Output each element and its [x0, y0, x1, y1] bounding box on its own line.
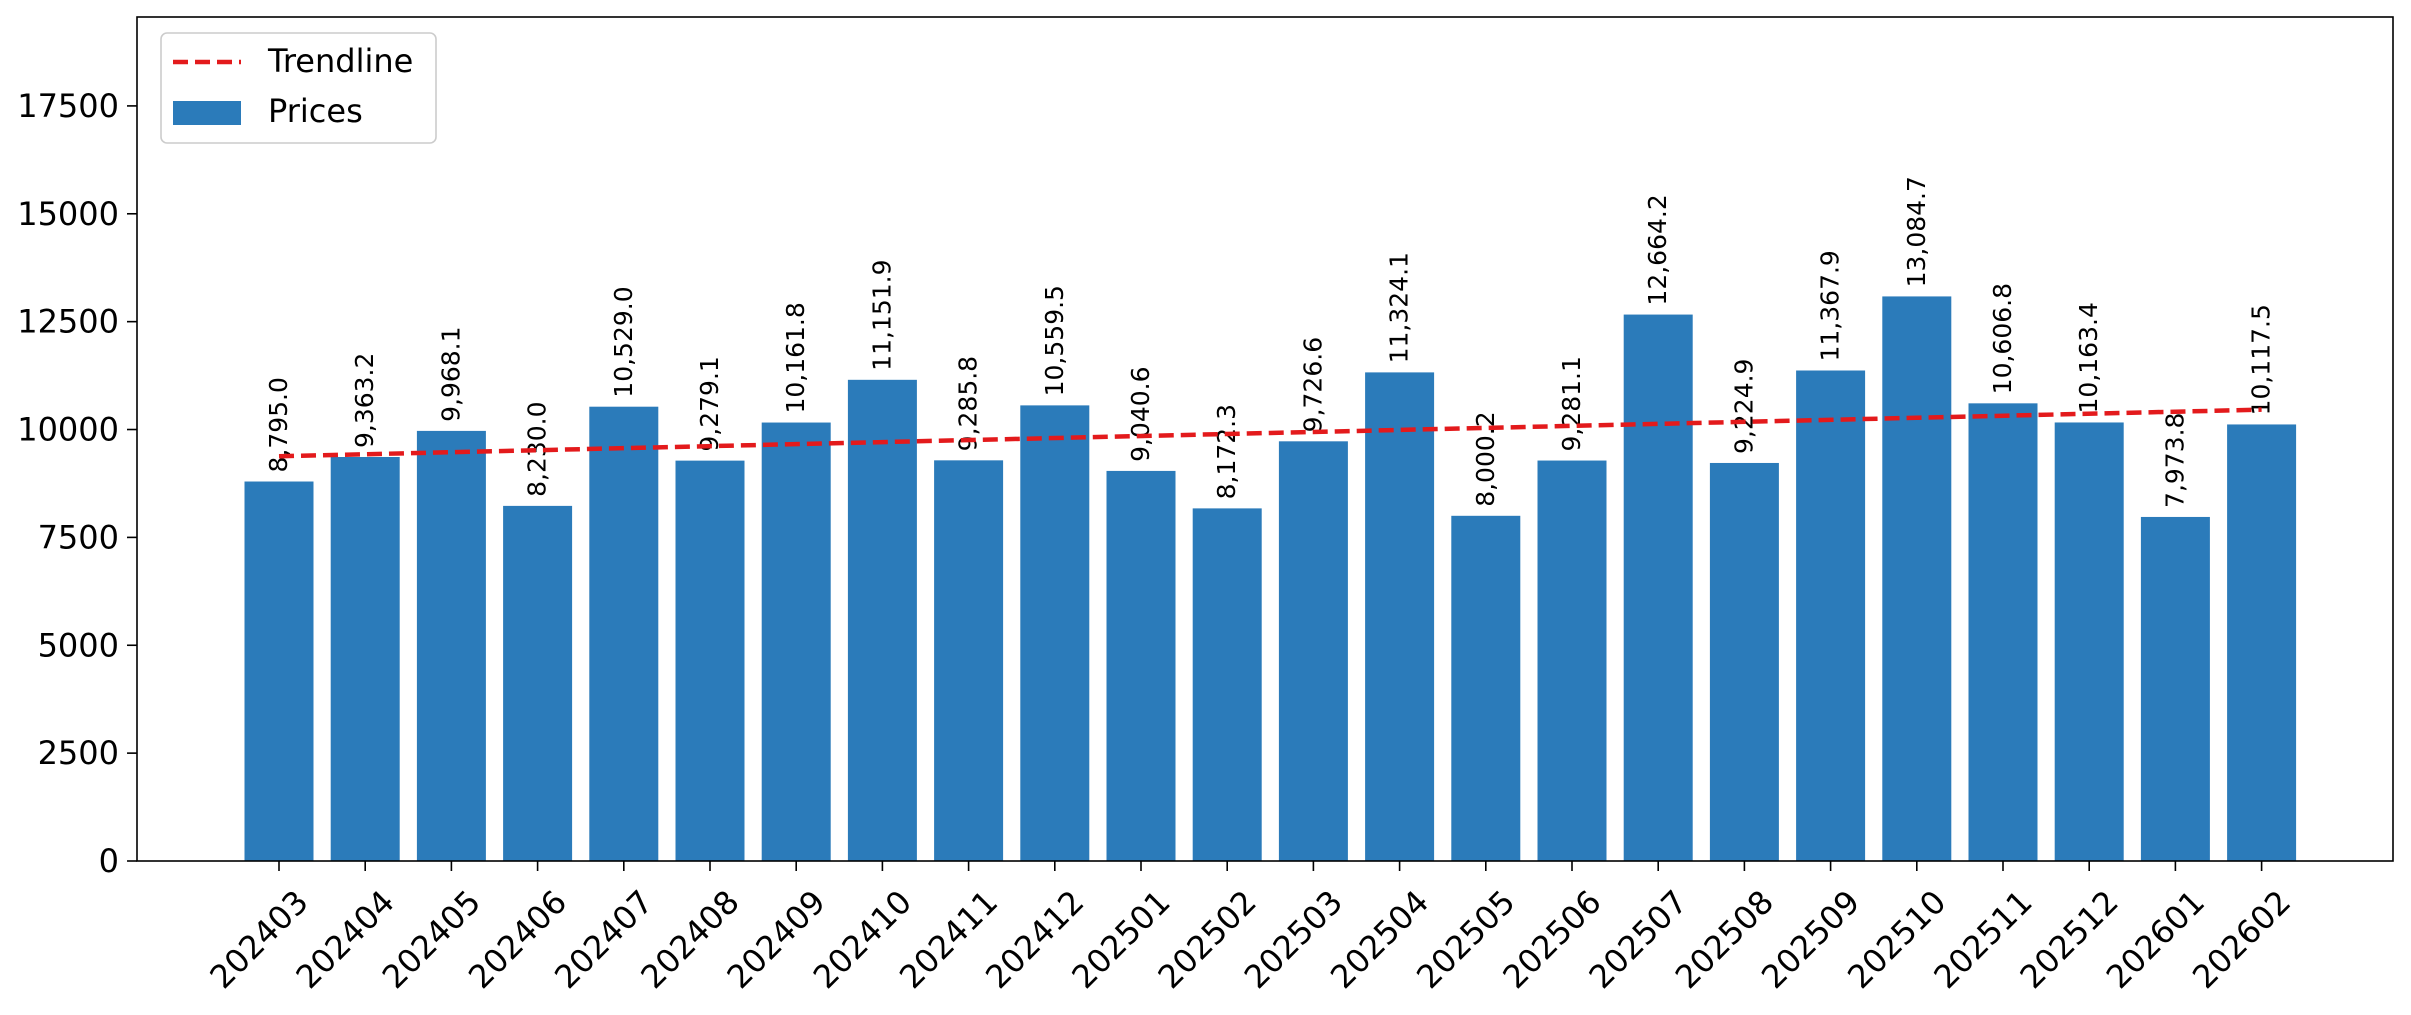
bar-202412	[1020, 405, 1090, 861]
y-tick-label: 15000	[17, 195, 119, 233]
bar-202405	[416, 430, 486, 861]
trendline	[278, 407, 2262, 459]
bar-value-label: 11,324.1	[1385, 252, 1414, 363]
y-tick-label: 5000	[38, 626, 119, 664]
bar-value-label: 7,973.8	[2160, 413, 2189, 508]
y-tick-label: 10000	[17, 411, 119, 449]
legend-prices-swatch	[173, 101, 241, 125]
legend-prices-label: Prices	[268, 92, 363, 130]
bar-value-label: 10,606.8	[1988, 283, 2017, 394]
bar-202501	[1106, 470, 1176, 861]
bar-202411	[934, 460, 1004, 861]
x-axis: 2024032024042024052024062024072024082024…	[202, 861, 2298, 996]
bar-value-label: 10,163.4	[2074, 302, 2103, 413]
bar-202404	[330, 456, 400, 861]
bar-202409	[761, 422, 831, 861]
bar-202410	[847, 379, 917, 861]
bar-202406	[503, 505, 573, 861]
bar-202408	[675, 460, 745, 861]
y-axis: 0 2500 5000 7500 10000 12500 15000 17500	[17, 87, 137, 880]
bar-202505	[1451, 515, 1521, 861]
bar-value-label: 9,968.1	[436, 326, 465, 421]
bar-202510	[1882, 296, 1952, 861]
y-tick-label: 12500	[17, 303, 119, 341]
bar-202403	[244, 481, 314, 861]
bar-value-label: 11,367.9	[1816, 250, 1845, 361]
bar-value-label: 10,117.5	[2247, 304, 2276, 415]
bar-202506	[1537, 460, 1607, 861]
bar-202512	[2054, 422, 2124, 861]
trendline-series	[278, 407, 2262, 459]
legend: Trendline Prices	[160, 32, 437, 144]
y-tick-label: 7500	[38, 518, 119, 556]
plot-frame	[136, 16, 2394, 862]
y-tick-label: 2500	[38, 734, 119, 772]
bar-202503	[1278, 441, 1348, 861]
y-tick-label: 0	[99, 842, 119, 880]
bar-202508	[1709, 462, 1779, 861]
bar-value-label: 11,151.9	[867, 259, 896, 370]
bar-data-labels: 8,795.0 9,363.2 9,968.18,230.010,529.09,27…	[264, 176, 2276, 508]
bar-202601	[2140, 516, 2210, 861]
bar-202502	[1192, 508, 1262, 861]
bar-202509	[1796, 370, 1866, 861]
bar-value-label: 9,281.1	[1557, 356, 1586, 451]
bar-202511	[1968, 403, 2038, 861]
bar-202507	[1623, 314, 1693, 862]
bar-value-label: 10,161.8	[781, 302, 810, 413]
bar-202504	[1365, 372, 1435, 861]
bar-value-label: 12,664.2	[1643, 194, 1672, 305]
bar-202602	[2227, 424, 2297, 861]
bar-value-label: 9,363.2	[350, 353, 379, 448]
bar-value-label: 10,529.0	[609, 286, 638, 397]
bar-202407	[589, 406, 659, 861]
bar-value-label: 9,040.6	[1126, 366, 1155, 461]
bar-value-label: 9,726.6	[1298, 337, 1327, 432]
bar-value-label: 13,084.7	[1902, 176, 1931, 287]
bar-value-label: 8,172.3	[1212, 404, 1241, 499]
bar-series-prices	[244, 296, 2297, 862]
bar-value-label: 9,224.9	[1729, 359, 1758, 454]
bar-value-label: 9,285.8	[954, 356, 983, 451]
y-tick-label: 17500	[17, 87, 119, 125]
bar-value-label: 10,559.5	[1040, 285, 1069, 396]
bar-value-label: 9,279.1	[695, 356, 724, 451]
legend-trendline-label: Trendline	[267, 42, 413, 80]
